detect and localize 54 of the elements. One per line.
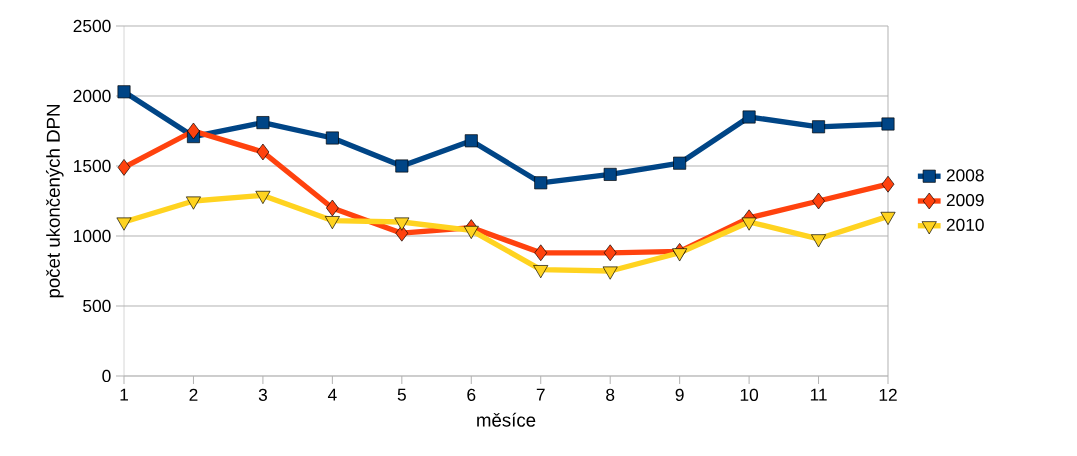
point (672, 248, 688, 262)
y-tick-label: 2000 (73, 89, 111, 103)
x-tick-label: 6 (467, 388, 476, 401)
x-tick-label: 11 (810, 388, 827, 401)
y-tick-label: 2500 (73, 19, 111, 33)
point (395, 159, 409, 173)
point (325, 131, 339, 145)
x-tick-label: 9 (675, 388, 684, 401)
point (394, 217, 410, 231)
point (811, 234, 827, 248)
point (534, 244, 548, 262)
point (117, 85, 131, 99)
point (812, 192, 825, 210)
x-axis-title: měsíce (477, 412, 536, 427)
point (534, 176, 548, 190)
y-axis-title: počet ukončených DPN (45, 105, 64, 298)
point (255, 190, 271, 204)
point (256, 143, 270, 161)
x-tick-label: 7 (536, 388, 545, 401)
point (324, 216, 340, 230)
point (603, 167, 617, 181)
point (603, 244, 617, 262)
y-tick-label: 1500 (74, 159, 111, 173)
point (185, 196, 201, 210)
point (533, 265, 549, 279)
point (812, 120, 826, 134)
point (464, 134, 478, 148)
point (741, 217, 757, 231)
legend-label: 2009 (946, 193, 984, 207)
point (326, 199, 339, 217)
x-tick-label: 8 (606, 388, 615, 401)
point (256, 116, 270, 130)
point (881, 117, 895, 131)
point (116, 217, 132, 231)
point (602, 266, 618, 280)
point (673, 156, 687, 170)
x-tick-label: 2 (189, 388, 198, 401)
y-tick-label: 0 (102, 369, 111, 383)
y-tick-label: 1000 (74, 229, 111, 243)
point (117, 159, 131, 176)
point (742, 110, 756, 124)
x-tick-label: 1 (120, 388, 128, 401)
y-tick-label: 500 (83, 299, 111, 313)
point (463, 225, 479, 239)
legend-label: 2010 (946, 218, 984, 231)
point (881, 175, 895, 193)
legend-label: 2008 (946, 169, 984, 182)
point (187, 122, 200, 140)
x-tick-label: 3 (258, 388, 267, 401)
x-tick-label: 4 (327, 388, 337, 401)
x-tick-label: 10 (740, 388, 759, 401)
point (880, 211, 896, 225)
x-tick-label: 12 (879, 388, 897, 401)
x-tick-label: 5 (397, 388, 406, 401)
